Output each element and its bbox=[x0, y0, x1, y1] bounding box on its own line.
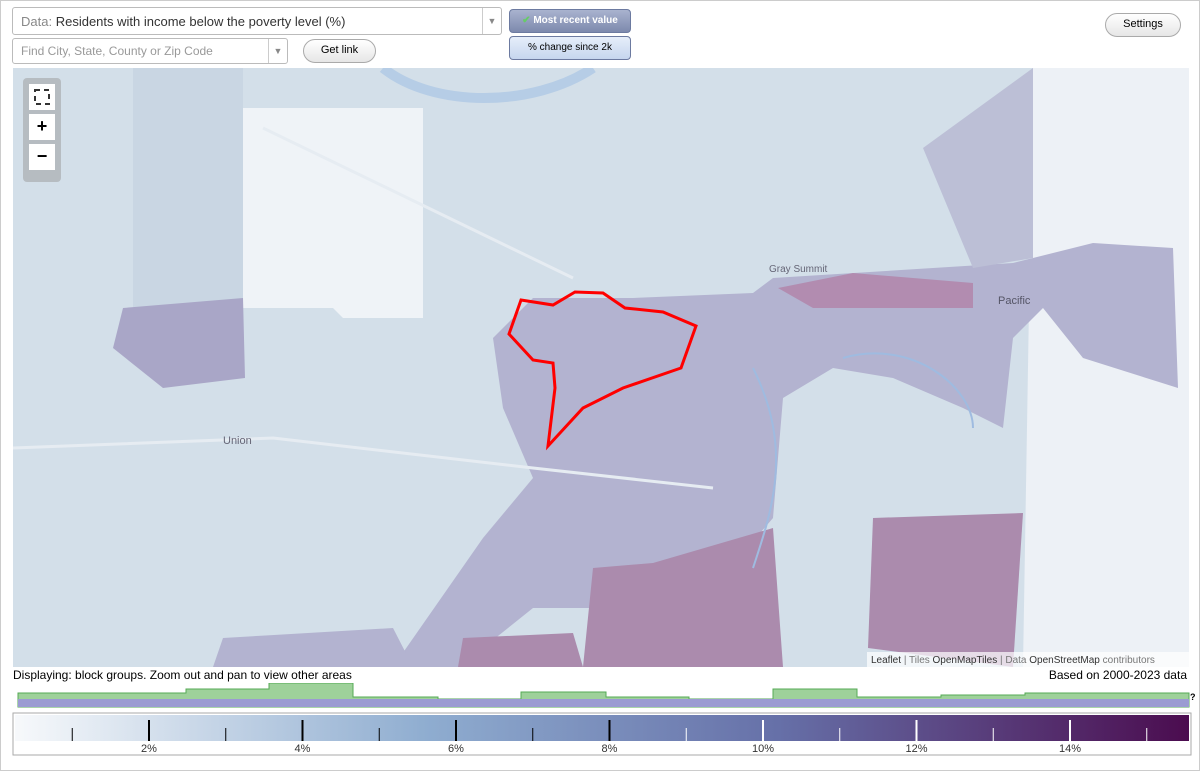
fullscreen-button[interactable] bbox=[29, 84, 55, 110]
place-label: Pacific bbox=[998, 295, 1031, 307]
attribution-bg bbox=[867, 652, 1189, 667]
histogram-base bbox=[18, 699, 1189, 707]
data-select[interactable]: Data: Residents with income below the po… bbox=[12, 7, 502, 35]
search-placeholder: Find City, State, County or Zip Code bbox=[21, 44, 213, 58]
purple-area bbox=[213, 628, 413, 667]
river bbox=[752, 352, 974, 569]
purple-area bbox=[113, 298, 245, 388]
data-label: Data: bbox=[21, 14, 53, 29]
pink-area bbox=[458, 633, 583, 667]
selected-outline bbox=[507, 290, 698, 451]
most-recent-text: Most recent value bbox=[533, 15, 618, 26]
zoom-out-icon: − bbox=[37, 146, 48, 166]
scale: ? 2% 4% 6% 8% 10% 12% 14% bbox=[12, 683, 1196, 756]
road bbox=[13, 126, 714, 490]
search-input[interactable]: Find City, State, County or Zip Code ▼ bbox=[12, 38, 288, 64]
change-button[interactable]: % change since 2k bbox=[509, 36, 631, 60]
attribution-link[interactable]: OpenMapTiles bbox=[933, 655, 998, 666]
based-on-note: Based on 2000-2023 data bbox=[1048, 668, 1187, 682]
displaying-note: Displaying: block groups. Zoom out and p… bbox=[13, 668, 352, 682]
attribution-text: | Data bbox=[1000, 655, 1027, 666]
zoom-out-button[interactable] bbox=[29, 144, 55, 170]
zoom-in-button[interactable] bbox=[29, 114, 55, 140]
light-area bbox=[243, 108, 423, 318]
attribution: Leaflet | Tiles OpenMapTiles | Data Open… bbox=[871, 655, 1155, 666]
attribution-link[interactable]: Leaflet bbox=[871, 655, 901, 666]
place-label: Gray Summit bbox=[769, 264, 828, 275]
zoom-in-icon: + bbox=[37, 116, 48, 136]
settings-button[interactable]: Settings bbox=[1105, 13, 1181, 37]
scale-label: 6% bbox=[448, 743, 464, 755]
scale-label: 14% bbox=[1059, 743, 1081, 755]
pink-area bbox=[868, 513, 1023, 667]
check-icon: ✔ bbox=[522, 15, 531, 26]
river bbox=[379, 68, 596, 103]
color-ramp bbox=[15, 715, 1189, 741]
fullscreen-icon bbox=[34, 89, 50, 105]
scale-label: 8% bbox=[602, 743, 618, 755]
scale-label: 2% bbox=[141, 743, 157, 755]
attribution-text: | Tiles bbox=[904, 655, 930, 666]
map[interactable]: Gray Summit Pacific Union + − Leaflet | … bbox=[13, 68, 1189, 667]
most-recent-button[interactable]: ✔ Most recent value bbox=[509, 9, 631, 33]
pink-area bbox=[778, 273, 973, 308]
help-icon[interactable]: ? bbox=[1190, 692, 1196, 702]
light-area bbox=[1023, 68, 1189, 667]
get-link-button[interactable]: Get link bbox=[303, 39, 376, 63]
attribution-link[interactable]: OpenStreetMap bbox=[1029, 655, 1100, 666]
place-label: Union bbox=[223, 435, 252, 447]
pink-area bbox=[583, 528, 783, 667]
dropdown-arrow: ▼ bbox=[482, 8, 501, 34]
purple-area bbox=[923, 68, 1033, 268]
scale-label: 4% bbox=[295, 743, 311, 755]
dropdown-arrow: ▼ bbox=[268, 39, 287, 63]
data-value: Residents with income below the poverty … bbox=[55, 14, 346, 29]
scale-label: 10% bbox=[752, 743, 774, 755]
scale-label: 12% bbox=[905, 743, 927, 755]
area bbox=[133, 68, 243, 308]
attribution-text: contributors bbox=[1103, 655, 1155, 666]
purple-area bbox=[393, 243, 1178, 667]
